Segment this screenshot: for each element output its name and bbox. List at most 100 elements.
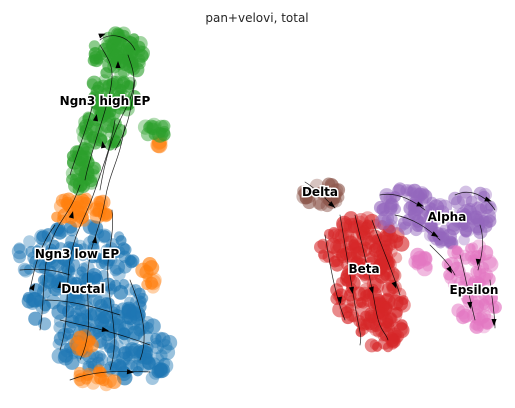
velocity-arrowhead (491, 319, 497, 326)
cell-point (387, 335, 400, 348)
cell-point (314, 198, 328, 212)
cell-point (23, 235, 36, 248)
velocity-arrowhead (467, 301, 473, 309)
cell-point (370, 218, 382, 230)
cell-point (82, 360, 95, 373)
chart-title: pan+velovi, total (205, 11, 308, 25)
cell-point (356, 261, 369, 274)
cell-point (474, 278, 487, 291)
cell-point (148, 129, 160, 141)
velocity-arrowhead (92, 114, 99, 122)
cell-point (126, 56, 139, 69)
cell-point (390, 203, 402, 215)
cell-point (339, 247, 353, 260)
cell-point (366, 276, 382, 292)
cell-point (451, 270, 467, 286)
cell-point (323, 190, 335, 202)
velocity-streamline (69, 94, 96, 176)
cell-point (11, 243, 28, 260)
velocity-streamline (354, 214, 389, 341)
cell-point (127, 325, 143, 341)
cell-point (52, 338, 64, 350)
cell-point (357, 286, 372, 300)
velocity-streamline (394, 214, 441, 241)
cell-point (423, 228, 438, 242)
velocity-streamline (429, 244, 456, 276)
cell-point (119, 243, 132, 256)
cell-point (380, 271, 391, 281)
cell-point (332, 302, 348, 318)
cell-point (387, 268, 402, 283)
cell-point (453, 213, 468, 228)
cell-point (407, 183, 422, 199)
cell-point (77, 130, 92, 145)
cell-point (343, 211, 359, 226)
cell-point (52, 274, 66, 287)
cell-point (314, 186, 326, 199)
velocity-arrowhead (328, 201, 336, 208)
velocity-streamline (107, 209, 115, 371)
cell-point (355, 326, 366, 337)
cell-scatter-layer (11, 26, 502, 392)
cell-point (26, 292, 42, 308)
cell-point (422, 261, 433, 272)
velocity-arrowhead (91, 236, 98, 244)
cell-point (34, 229, 50, 246)
cell-point (145, 274, 162, 291)
velocity-arrowhead (391, 281, 397, 289)
cell-point (137, 119, 154, 135)
cell-point (398, 295, 409, 306)
cell-point (133, 350, 146, 363)
cell-point (386, 270, 400, 283)
cell-point (447, 279, 458, 290)
cell-point (82, 219, 98, 235)
velocity-streamline (69, 370, 151, 381)
velocity-streamline (489, 279, 496, 329)
cell-point (477, 245, 494, 261)
cell-point (61, 198, 73, 210)
cell-point (78, 262, 89, 273)
cluster-label-epsilon: Epsilon (450, 283, 499, 297)
cell-point (145, 276, 159, 290)
cell-point (109, 309, 126, 326)
cell-point (397, 216, 412, 230)
cell-point (453, 265, 466, 279)
cell-point (381, 282, 397, 297)
velocity-arrowhead (484, 196, 492, 202)
cell-point (485, 200, 496, 212)
cell-point (94, 350, 106, 362)
cell-point (106, 374, 122, 390)
cell-point (459, 272, 474, 287)
cell-point (102, 373, 117, 389)
cell-point (472, 265, 487, 279)
cell-point (96, 312, 107, 323)
cell-point (309, 178, 325, 194)
cell-point (71, 288, 82, 299)
cell-point (365, 267, 379, 281)
cell-point (458, 308, 473, 323)
cell-point (87, 240, 100, 253)
cell-point (82, 111, 94, 123)
cell-point (346, 302, 357, 313)
cell-point (99, 208, 113, 222)
cell-point (383, 266, 400, 282)
cell-point (154, 362, 170, 378)
cell-point (78, 206, 89, 218)
cell-point (85, 174, 98, 188)
cell-point (376, 203, 390, 216)
cell-point (112, 31, 124, 44)
velocity-arrowhead (348, 286, 355, 294)
cell-point (150, 340, 164, 355)
velocity-streamline (324, 234, 346, 321)
velocity-streamline (114, 79, 136, 151)
cell-point (91, 351, 104, 363)
cell-point (155, 349, 168, 362)
cell-point (118, 279, 130, 290)
cell-point (145, 371, 160, 385)
velocity-streamline (59, 119, 116, 351)
velocity-arrowhead (29, 283, 35, 291)
cell-point (98, 230, 111, 243)
cell-point (161, 334, 178, 351)
velocity-streamline (39, 184, 81, 331)
